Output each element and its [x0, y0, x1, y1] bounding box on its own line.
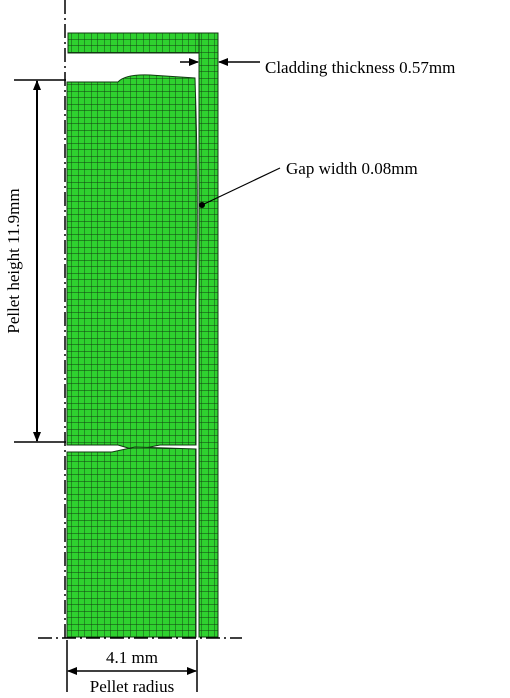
radius-value: 4.1 mm	[106, 648, 158, 667]
cladding-thickness-label: Cladding thickness 0.57mm	[265, 58, 455, 77]
upper-pellet	[66, 74, 198, 451]
gap-width-label: Gap width 0.08mm	[286, 159, 418, 178]
lower-pellet	[66, 446, 197, 638]
radius-label: Pellet radius	[90, 677, 175, 696]
pellet-height-label: Pellet height 11.9mm	[4, 188, 23, 333]
cladding-wall	[198, 32, 219, 638]
leader-line	[201, 167, 281, 206]
leader-dot	[199, 202, 205, 208]
cladding-top	[67, 32, 219, 54]
